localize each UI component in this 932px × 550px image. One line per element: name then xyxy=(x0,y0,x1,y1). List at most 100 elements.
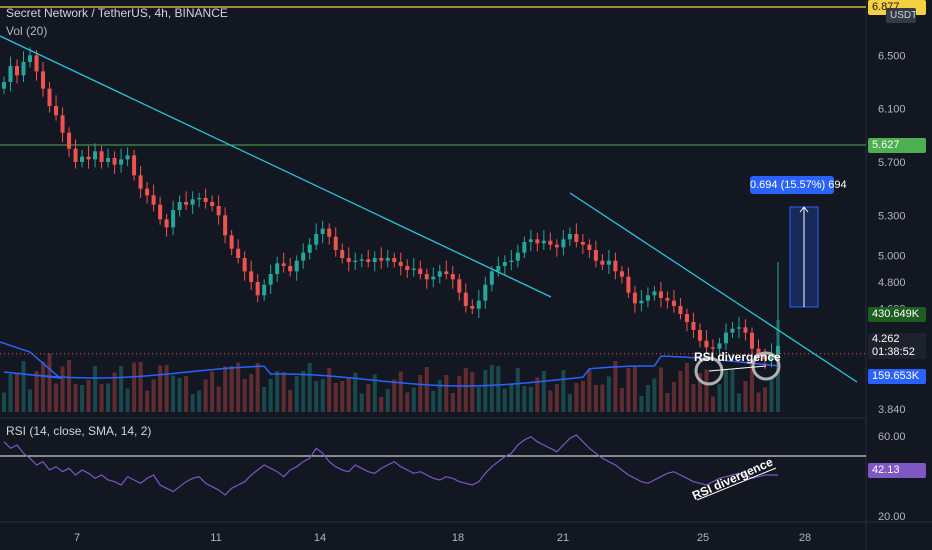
volume-bar xyxy=(106,383,111,412)
volume-bar xyxy=(28,389,33,412)
candle-body xyxy=(502,262,507,266)
candle-body xyxy=(684,314,689,322)
time-tick-label: 25 xyxy=(697,532,709,544)
candle-body xyxy=(717,343,722,349)
candle-body xyxy=(132,155,137,176)
candle-body xyxy=(769,354,774,360)
volume-bar xyxy=(736,393,741,412)
volume-bar xyxy=(476,387,481,412)
price-divergence-line xyxy=(708,365,767,372)
volume-bar xyxy=(613,361,618,412)
volume-bar xyxy=(470,372,475,412)
volume-bar xyxy=(119,366,124,412)
volume-bar xyxy=(593,385,598,412)
volume-bar xyxy=(353,372,358,412)
volume-bar xyxy=(730,369,735,412)
candle-body xyxy=(106,158,111,162)
volume-bar xyxy=(450,393,455,412)
candle-body xyxy=(554,244,559,248)
candle-body xyxy=(405,266,410,270)
candle-body xyxy=(619,271,624,277)
volume-bar xyxy=(392,379,397,412)
volume-bar xyxy=(333,383,338,412)
volume-indicator-label: Vol (20) xyxy=(6,24,48,38)
candle-body xyxy=(483,284,488,301)
time-tick-label: 7 xyxy=(74,532,80,544)
candle-body xyxy=(28,55,33,62)
volume-bar xyxy=(359,393,364,412)
volume-ma-tag: 159.653K xyxy=(868,369,926,384)
candle-body xyxy=(392,258,397,262)
candle-body xyxy=(470,306,475,309)
volume-bar xyxy=(203,379,208,412)
candle-body xyxy=(353,260,358,262)
volume-bar xyxy=(424,367,429,412)
candle-body xyxy=(509,260,514,262)
currency-label[interactable]: USDT xyxy=(886,8,917,23)
trendline-1 xyxy=(0,35,552,298)
hline-tag: 5.627 xyxy=(868,138,926,153)
time-tick-label: 21 xyxy=(557,532,569,544)
volume-bar xyxy=(229,366,234,412)
candle-body xyxy=(67,132,72,149)
volume-bar xyxy=(606,376,611,412)
volume-bar xyxy=(14,373,20,412)
time-tick-label: 14 xyxy=(314,532,326,544)
candle-body xyxy=(255,282,260,296)
candle-body xyxy=(476,300,481,309)
candle-body xyxy=(262,284,267,296)
candle-body xyxy=(743,327,748,333)
volume-bar xyxy=(93,366,98,412)
candle-body xyxy=(736,327,741,329)
price-divergence-label: RSI divergence xyxy=(694,350,781,364)
price-axis-panel xyxy=(866,0,932,550)
candle-body xyxy=(587,244,592,250)
rsi-value-tag: 42.13 xyxy=(868,463,926,478)
volume-bar xyxy=(67,360,72,412)
volume-bar xyxy=(216,386,221,412)
candle-body xyxy=(112,158,117,165)
candle-body xyxy=(197,198,202,200)
volume-bar xyxy=(489,365,494,412)
volume-bar xyxy=(268,379,273,412)
volume-bar xyxy=(236,362,241,412)
time-tick-label: 11 xyxy=(210,532,221,544)
volume-ma-line xyxy=(0,341,779,387)
candle-body xyxy=(756,348,761,356)
rsi-tick-label: 60.00 xyxy=(878,431,906,443)
volume-bar xyxy=(502,388,507,412)
candle-body xyxy=(327,228,332,237)
volume-bar xyxy=(223,366,228,412)
candle-body xyxy=(288,266,293,272)
candle-body xyxy=(541,240,546,244)
volume-bar xyxy=(385,389,390,412)
candle-body xyxy=(613,260,618,272)
volume-bar xyxy=(658,367,663,412)
candle-body xyxy=(60,115,65,133)
volume-bar xyxy=(626,368,631,412)
volume-bar xyxy=(684,363,689,412)
candle-body xyxy=(548,240,553,245)
volume-bar xyxy=(463,368,468,412)
measure-label[interactable]: 0.694 (15.57%) 694 xyxy=(750,176,847,194)
candle-body xyxy=(54,106,59,116)
volume-bar xyxy=(190,394,195,412)
candle-body xyxy=(73,148,78,162)
candle-body xyxy=(184,202,189,205)
volume-tag: 430.649K xyxy=(868,307,926,322)
trendline-2 xyxy=(569,192,858,383)
candle-body xyxy=(535,239,540,244)
volume-bar xyxy=(554,384,559,412)
volume-bar xyxy=(665,393,670,412)
volume-bar xyxy=(125,388,130,412)
volume-bar xyxy=(54,383,59,412)
candle-body xyxy=(489,271,494,285)
candle-body xyxy=(671,300,676,306)
volume-bar xyxy=(145,390,150,412)
candle-body xyxy=(301,252,306,261)
volume-bar xyxy=(697,373,702,412)
candle-body xyxy=(41,71,46,89)
candle-body xyxy=(177,202,182,210)
